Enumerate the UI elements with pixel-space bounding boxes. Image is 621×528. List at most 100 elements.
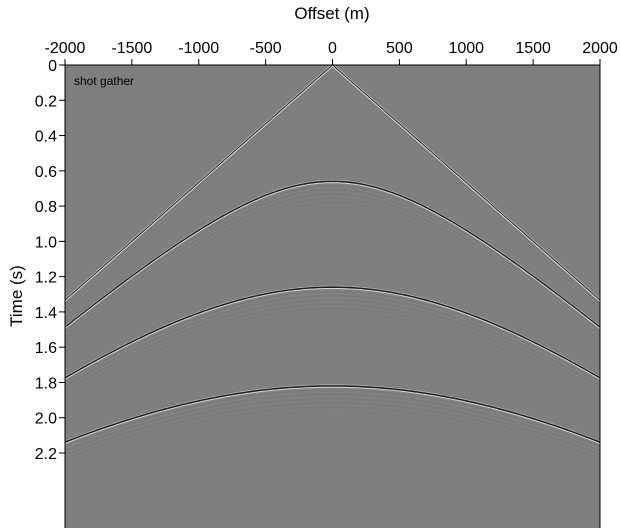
x-tick-label: 1500	[515, 40, 551, 57]
y-axis-ticks: 0 0.2 0.4 0.6 0.8 1.0 1.2 1.4 1.6 1.8 2.0 2.2	[35, 58, 65, 463]
event-ringing	[65, 204, 600, 352]
event-ringing	[65, 91, 600, 328]
event-ringing	[65, 191, 600, 339]
event-ringing	[65, 81, 600, 318]
event-trough	[65, 65, 600, 301]
event-ringing	[65, 396, 600, 454]
event-sidelobe	[65, 285, 600, 378]
event-sidelobe	[65, 179, 600, 327]
event-ringing	[65, 305, 600, 398]
x-tick-label: -1500	[111, 40, 152, 57]
seismic-events	[65, 65, 600, 473]
event-peak	[65, 288, 600, 380]
event-ringing	[65, 310, 600, 402]
event-ringing	[65, 288, 600, 381]
event-ringing	[65, 193, 600, 341]
event-ringing	[65, 83, 600, 320]
y-tick-label: 0.8	[35, 199, 57, 216]
event-ringing	[65, 301, 600, 394]
event-ringing	[65, 393, 600, 452]
x-axis-title: Offset (m)	[294, 4, 369, 23]
event-ringing	[65, 291, 600, 383]
event-ringing	[65, 308, 600, 400]
event-reflection-3	[65, 384, 600, 473]
x-tick-label: 500	[386, 40, 413, 57]
y-axis-title: Time (s)	[7, 265, 26, 327]
event-ringing	[65, 66, 600, 303]
event-ringing	[65, 72, 600, 309]
event-peak	[65, 182, 600, 329]
event-ringing	[65, 183, 600, 330]
event-ringing	[65, 187, 600, 335]
event-trough	[65, 286, 600, 379]
event-ringing	[65, 406, 600, 464]
x-axis-ticks: -2000 -1500 -1000 -500 0 500 1000 1500 2000	[45, 40, 618, 65]
event-ringing	[65, 189, 600, 337]
event-ringing	[65, 293, 600, 385]
y-tick-label: 1.2	[35, 270, 57, 287]
event-ringing	[65, 210, 600, 358]
event-ringing	[65, 398, 600, 456]
x-tick-label: 1000	[448, 40, 484, 57]
event-ringing	[65, 202, 600, 349]
event-ringing	[65, 387, 600, 445]
event-ringing	[65, 68, 600, 305]
event-ringing	[65, 391, 600, 449]
y-tick-label: 0	[48, 58, 57, 75]
event-ringing	[65, 87, 600, 324]
event-ringing	[65, 303, 600, 396]
event-ringing	[65, 195, 600, 343]
event-ringing	[65, 413, 600, 471]
panel-label: shot gather	[74, 74, 134, 88]
y-tick-label: 1.4	[35, 305, 57, 322]
y-tick-label: 0.6	[35, 164, 57, 181]
event-trough	[65, 180, 600, 329]
event-ringing	[65, 79, 600, 316]
x-tick-label: -1000	[178, 40, 219, 57]
event-ringing	[65, 404, 600, 462]
x-tick-label: 2000	[582, 40, 618, 57]
event-ringing	[65, 411, 600, 468]
y-tick-label: 2.2	[35, 446, 57, 463]
event-trough	[65, 385, 600, 443]
event-ringing	[65, 94, 600, 331]
event-reflection-1	[65, 179, 600, 358]
event-ringing	[65, 400, 600, 458]
y-tick-label: 1.8	[35, 375, 57, 392]
event-ringing	[65, 70, 600, 307]
event-ringing	[65, 75, 600, 312]
event-ringing	[65, 415, 600, 473]
event-ringing	[65, 197, 600, 345]
y-tick-label: 0.2	[35, 93, 57, 110]
event-peak	[65, 65, 600, 302]
event-ringing	[65, 314, 600, 406]
event-ringing	[65, 402, 600, 460]
x-tick-label: -500	[250, 40, 282, 57]
event-ringing	[65, 89, 600, 326]
y-tick-label: 1.6	[35, 340, 57, 357]
x-tick-label: 0	[328, 40, 337, 57]
plot-background	[65, 65, 600, 528]
event-ringing	[65, 77, 600, 314]
event-direct-wave-0	[65, 65, 600, 331]
event-ringing	[65, 208, 600, 356]
event-ringing	[65, 389, 600, 447]
event-ringing	[65, 299, 600, 392]
event-ringing	[65, 297, 600, 389]
event-sidelobe	[65, 65, 600, 300]
y-tick-label: 0.4	[35, 129, 57, 146]
event-ringing	[65, 295, 600, 387]
event-peak	[65, 386, 600, 444]
x-tick-label: -2000	[45, 40, 86, 57]
event-ringing	[65, 85, 600, 322]
event-sidelobe	[65, 384, 600, 442]
y-tick-label: 2.0	[35, 411, 57, 428]
event-ringing	[65, 199, 600, 347]
event-ringing	[65, 312, 600, 404]
y-tick-label: 1.0	[35, 234, 57, 251]
event-ringing	[65, 206, 600, 354]
event-reflection-2	[65, 285, 600, 408]
event-ringing	[65, 408, 600, 466]
event-ringing	[65, 316, 600, 408]
